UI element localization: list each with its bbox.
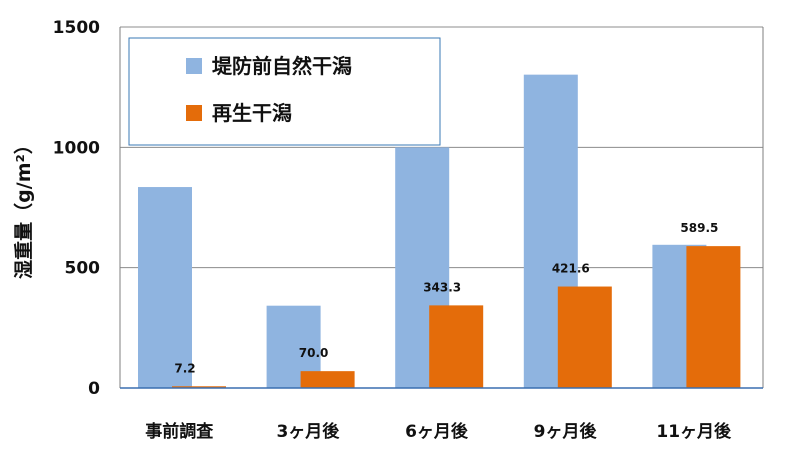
legend-box xyxy=(128,37,441,146)
y-tick-label: 1000 xyxy=(53,138,100,158)
bar-restored-1 xyxy=(300,371,355,388)
legend-label-restored: 再生干潟 xyxy=(212,101,292,125)
category-label: 11ヶ月後 xyxy=(656,421,732,442)
y-tick-label: 500 xyxy=(65,259,101,279)
data-label: 7.2 xyxy=(174,361,195,375)
legend-swatch-restored xyxy=(186,105,202,121)
bar-restored-2 xyxy=(429,305,484,388)
y-axis-ticks: 0 500 1000 1500 xyxy=(53,18,100,399)
category-label: 3ヶ月後 xyxy=(276,421,340,442)
category-label: 事前調査 xyxy=(145,421,214,442)
y-tick-label: 1500 xyxy=(53,18,100,38)
data-label: 589.5 xyxy=(680,221,718,235)
bars xyxy=(138,74,741,388)
y-axis-label: 湿重量（g/m²） xyxy=(12,135,35,279)
bar-natural-0 xyxy=(138,187,192,388)
bar-restored-3 xyxy=(557,286,612,388)
category-label: 9ヶ月後 xyxy=(534,421,598,442)
data-label: 421.6 xyxy=(552,262,590,276)
bar-restored-0 xyxy=(172,386,226,388)
legend-swatch-natural xyxy=(186,58,202,74)
data-label: 70.0 xyxy=(299,346,329,360)
x-axis-categories: 事前調査 3ヶ月後 6ヶ月後 9ヶ月後 11ヶ月後 xyxy=(145,421,732,442)
legend-label-natural: 堤防前自然干潟 xyxy=(212,54,352,78)
data-labels: 7.2 70.0 343.3 421.6 589.5 xyxy=(174,221,718,375)
y-tick-label: 0 xyxy=(88,379,100,399)
category-label: 6ヶ月後 xyxy=(405,421,469,442)
data-label: 343.3 xyxy=(423,280,461,294)
bar-restored-4 xyxy=(686,246,741,388)
